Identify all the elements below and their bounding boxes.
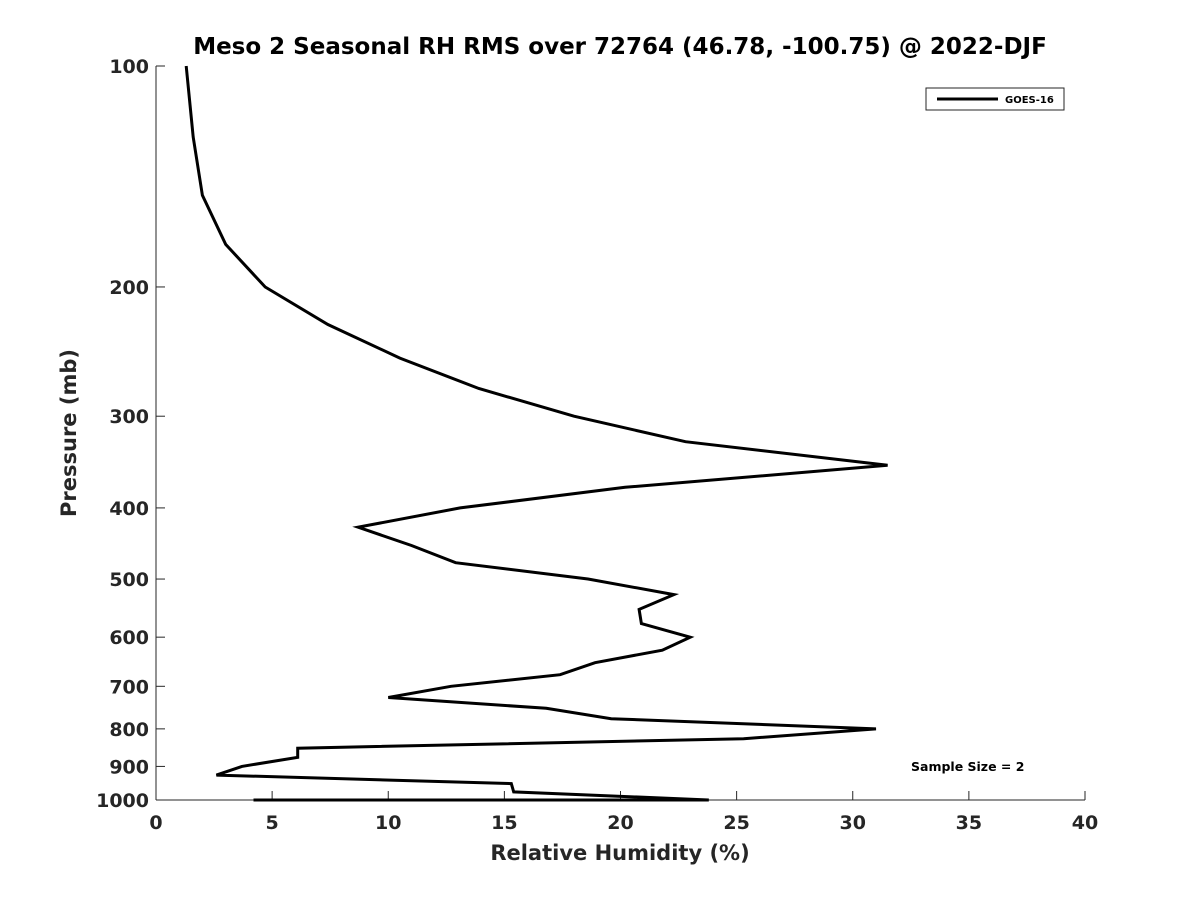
legend-entry-goes-16: GOES-16	[1005, 95, 1054, 106]
legend: GOES-16	[925, 87, 1065, 111]
series-group	[184, 65, 888, 802]
y-tick-label: 600	[109, 627, 149, 649]
y-tick-label: 900	[109, 756, 149, 778]
x-axis-label: Relative Humidity (%)	[490, 841, 749, 865]
y-tick-label: 200	[109, 277, 149, 299]
y-tick-label: 100	[109, 56, 149, 78]
y-tick-label: 300	[109, 406, 149, 428]
x-tick-label: 40	[1072, 812, 1098, 834]
y-tick-label: 500	[109, 569, 149, 591]
x-tick-label: 5	[266, 812, 279, 834]
y-axis-ticks: 100 200 300 400 500 600 700 800 900 1000	[96, 56, 165, 812]
x-tick-label: 20	[607, 812, 633, 834]
x-axis-ticks: 0 5 10 15 20 25 30 35 40	[149, 791, 1098, 834]
y-tick-label: 700	[109, 676, 149, 698]
x-tick-label: 10	[375, 812, 401, 834]
x-tick-label: 25	[723, 812, 749, 834]
y-tick-label: 1000	[96, 790, 149, 812]
x-tick-label: 0	[149, 812, 162, 834]
x-tick-label: 30	[840, 812, 866, 834]
y-tick-label: 800	[109, 719, 149, 741]
series-line-goes-16	[184, 65, 888, 802]
sample-size-annotation: Sample Size = 2	[911, 759, 1024, 774]
x-tick-label: 15	[491, 812, 517, 834]
chart-title: Meso 2 Seasonal RH RMS over 72764 (46.78…	[193, 34, 1047, 60]
y-tick-label: 400	[109, 498, 149, 520]
y-axis-label: Pressure (mb)	[57, 349, 81, 517]
x-tick-label: 35	[956, 812, 982, 834]
